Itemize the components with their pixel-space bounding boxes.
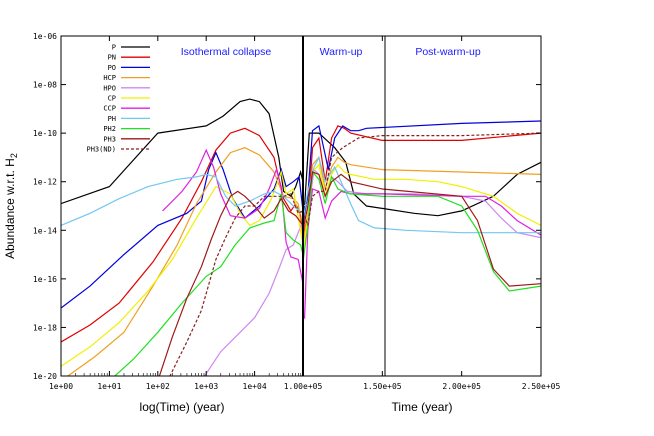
series-hpo-collapse-line <box>203 220 303 376</box>
series-ph2-warmup-line <box>303 170 541 292</box>
series-cp-collapse-line <box>61 169 303 367</box>
legend-label: HPO <box>103 84 116 92</box>
isothermal-panel-curves <box>61 98 303 376</box>
phase-label-warmup: Warm-up <box>320 46 363 58</box>
y-tick-label: 1e-16 <box>33 275 57 284</box>
series-pn-warmup-line <box>303 125 541 236</box>
x-tick-label: 1e+00 <box>49 382 73 391</box>
legend-label: PN <box>108 54 116 62</box>
y-tick-label: 1e-20 <box>33 372 57 381</box>
legend-label: PH3 <box>103 135 116 143</box>
series-ccp-warmup-line <box>303 188 541 320</box>
series-ph2-collapse-line <box>113 193 303 376</box>
legend-label: HCP <box>103 74 116 82</box>
axis-ticks: 1e-20 1e-18 1e-16 1e-14 1e-12 1e-10 1e-08 1e-06… <box>33 32 561 391</box>
series-cp-warmup-line <box>303 163 541 253</box>
series-ph3-nd-warmup-line <box>303 132 541 226</box>
y-tick-label: 1e-12 <box>33 178 57 187</box>
series-ph3-warmup-line <box>303 171 541 287</box>
x-axis-label-right: Time (year) <box>392 400 453 414</box>
series-po-warmup-line <box>303 120 541 224</box>
x-tick-label: 1e+03 <box>194 382 218 391</box>
y-tick-label: 1e-18 <box>33 323 57 332</box>
y-axis-label: Abundance w.r.t. H2 <box>3 153 19 259</box>
series-p-collapse-line <box>61 98 303 205</box>
y-tick-label: 1e-08 <box>33 81 57 90</box>
series-hcp-collapse-line <box>66 147 303 376</box>
legend-label: CP <box>108 95 116 103</box>
x-tick-label: 1.50e+05 <box>363 382 402 391</box>
plot-frame <box>60 35 542 377</box>
phase-labels: Isothermal collapse Warm-up Post-warm-up <box>181 46 481 58</box>
x-tick-label: 2.00e+05 <box>442 382 481 391</box>
x-tick-label: 1e+04 <box>243 382 267 391</box>
phase-label-isothermal: Isothermal collapse <box>181 46 272 58</box>
series-ccp-collapse-line <box>162 148 303 284</box>
series-hcp-warmup-line <box>303 156 541 243</box>
legend-label: PO <box>108 64 116 72</box>
phase-label-post-warmup: Post-warm-up <box>415 46 481 58</box>
legend-label: PH2 <box>103 125 116 133</box>
y-tick-label: 1e-06 <box>33 32 57 41</box>
legend-label: CCP <box>103 105 116 113</box>
series-ph3-nd-collapse-line <box>169 193 303 376</box>
legend: P PN PO HCP HPO CP CCP PH PH2 PH3 PH3(ND) <box>86 44 150 154</box>
series-po-collapse-line <box>61 151 303 309</box>
legend-label: PH <box>108 115 116 123</box>
series-hpo-warmup-line <box>303 168 541 239</box>
series-pn-collapse-line <box>61 127 303 343</box>
legend-label: P <box>112 44 116 52</box>
series-ph-collapse-line <box>61 173 303 226</box>
x-tick-label: 1e+02 <box>146 382 170 391</box>
warmup-panel-curves <box>303 120 541 320</box>
series-ph-warmup-line <box>303 155 541 234</box>
y-tick-label: 1e-14 <box>33 226 57 235</box>
x-tick-label: 2.50e+05 <box>522 382 561 391</box>
x-tick-label: 1e+01 <box>97 382 121 391</box>
x-tick-label: 1.00e+05 <box>284 382 323 391</box>
legend-label: PH3(ND) <box>86 146 116 154</box>
x-axis-label-left: log(Time) (year) <box>140 400 225 414</box>
y-tick-label: 1e-10 <box>33 129 57 138</box>
series-ph3-collapse-line <box>158 190 303 376</box>
